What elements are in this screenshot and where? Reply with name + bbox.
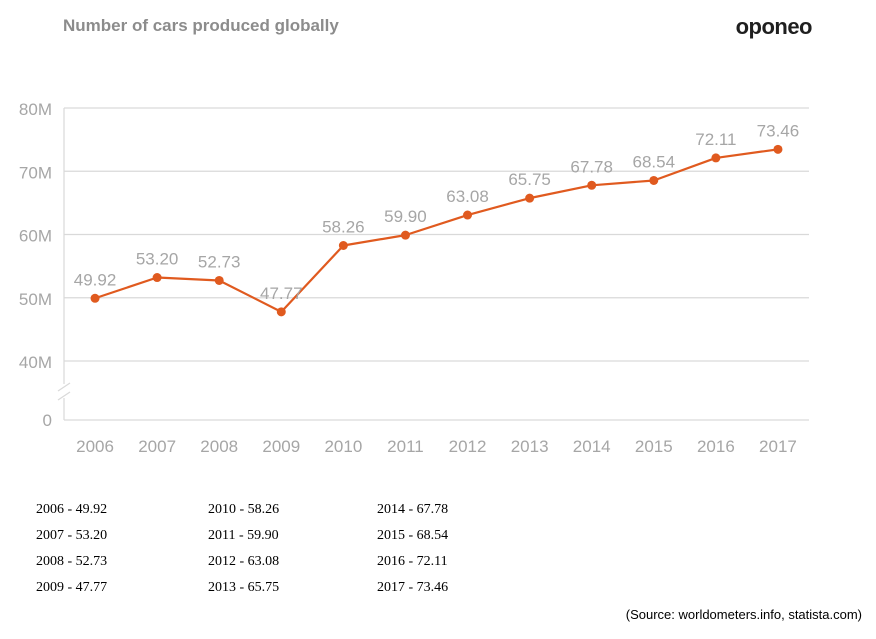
- data-point: [276, 307, 286, 317]
- table-entry: 2016 - 72.11: [377, 554, 448, 569]
- table-entry: 2014 - 67.78: [377, 502, 449, 517]
- data-point: [587, 180, 597, 190]
- data-label: 47.77: [260, 284, 303, 303]
- x-tick-label: 2012: [449, 437, 487, 456]
- chart-title: Number of cars produced globally: [63, 16, 339, 35]
- data-point: [400, 230, 410, 240]
- table-entry: 2012 - 63.08: [208, 554, 280, 569]
- table-entry: 2013 - 65.75: [208, 580, 280, 595]
- series-line: [94, 148, 779, 313]
- table-entry: 2017 - 73.46: [377, 580, 449, 595]
- x-tick-label: 2008: [200, 437, 238, 456]
- data-point: [152, 273, 162, 283]
- data-point: [214, 275, 224, 285]
- x-tick-label: 2011: [387, 437, 424, 456]
- table-column-1: 2006 - 49.92 2007 - 53.20 2008 - 52.73 2…: [36, 497, 107, 601]
- line-chart: 80M 70M 60M 50M 40M 0 2006 2007 2008 2009 2010 2011…: [19, 100, 809, 456]
- data-label: 59.90: [384, 207, 427, 226]
- data-label: 52.73: [198, 252, 241, 271]
- x-tick-label: 2014: [573, 437, 611, 456]
- y-tick-label: 60M: [19, 227, 52, 246]
- y-tick-label: 40M: [19, 353, 52, 372]
- x-tick-label: 2017: [759, 437, 797, 456]
- x-tick-label: 2007: [138, 437, 176, 456]
- x-tick-label: 2015: [635, 437, 673, 456]
- table-entry: 2008 - 52.73: [36, 554, 108, 569]
- data-label: 49.92: [74, 270, 117, 289]
- data-point: [525, 193, 535, 203]
- table-entry: 2015 - 68.54: [377, 528, 449, 543]
- data-label: 65.75: [508, 170, 551, 189]
- data-point: [463, 210, 473, 220]
- x-tick-label: 2010: [324, 437, 362, 456]
- x-tick-label: 2016: [697, 437, 735, 456]
- table-entry: 2006 - 49.92: [36, 502, 108, 517]
- data-label: 72.11: [695, 130, 736, 149]
- table-column-2: 2010 - 58.26 2011 - 59.90 2012 - 63.08 2…: [208, 497, 279, 601]
- y-zero-label: 0: [43, 411, 52, 430]
- x-tick-label: 2006: [76, 437, 114, 456]
- data-point: [338, 241, 348, 251]
- axis-break-mark: [57, 382, 71, 392]
- source-note: (Source: worldometers.info, statista.com…: [625, 607, 862, 622]
- data-label: 67.78: [570, 157, 613, 176]
- data-point: [90, 293, 100, 303]
- data-label: 73.46: [757, 121, 800, 140]
- table-column-3: 2014 - 67.78 2015 - 68.54 2016 - 72.11 2…: [377, 497, 448, 601]
- table-entry: 2007 - 53.20: [36, 528, 108, 543]
- x-tick-label: 2009: [262, 437, 300, 456]
- data-label: 58.26: [322, 218, 365, 237]
- y-tick-label: 50M: [19, 290, 52, 309]
- x-tick-label: 2013: [511, 437, 549, 456]
- y-tick-label: 70M: [19, 163, 52, 182]
- data-point: [711, 153, 721, 163]
- table-entry: 2009 - 47.77: [36, 580, 108, 595]
- y-tick-label: 80M: [19, 100, 52, 119]
- data-label: 53.20: [136, 250, 179, 269]
- table-entry: 2011 - 59.90: [208, 528, 279, 543]
- data-point: [649, 175, 659, 185]
- table-entry: 2010 - 58.26: [208, 502, 280, 517]
- brand-logo: oponeo: [735, 14, 813, 39]
- data-label: 63.08: [446, 187, 489, 206]
- data-point: [773, 144, 783, 154]
- axis-break-mark: [57, 391, 71, 401]
- data-label: 68.54: [633, 152, 676, 171]
